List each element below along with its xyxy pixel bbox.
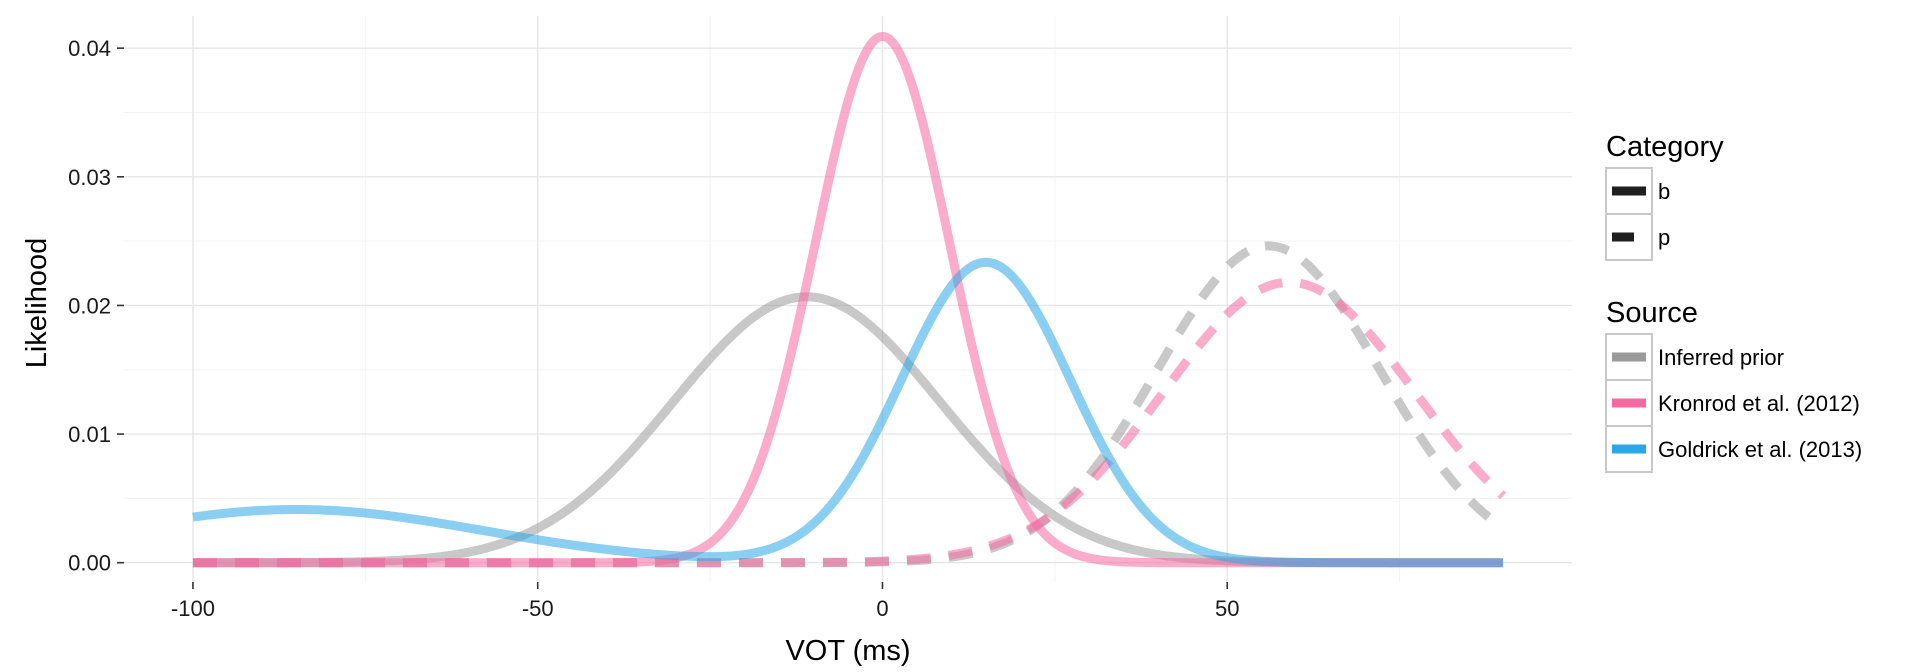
legend-label-goldrick: Goldrick et al. (2013) — [1658, 437, 1862, 462]
legend-label-kronrod: Kronrod et al. (2012) — [1658, 391, 1860, 416]
legend: Category b p Source Inferred prior Kronr — [1605, 131, 1862, 473]
y-axis: 0.00 0.01 0.02 0.03 0.04 — [68, 36, 124, 576]
legend-label-inferred-prior: Inferred prior — [1658, 345, 1784, 370]
legend-label-p: p — [1658, 225, 1670, 250]
series-line-kronrod-et-al-2012-p — [191, 277, 1507, 568]
legend-item-b: b — [1605, 167, 1670, 215]
x-tick-label: -100 — [171, 596, 215, 621]
y-tick-label: 0.00 — [68, 551, 111, 576]
x-tick-label: 0 — [876, 596, 888, 621]
legend-item-inferred-prior: Inferred prior — [1605, 333, 1784, 381]
legend-source-title: Source — [1606, 297, 1698, 329]
legend-category-title: Category — [1606, 131, 1724, 163]
legend-item-goldrick: Goldrick et al. (2013) — [1605, 425, 1862, 473]
y-tick-label: 0.02 — [68, 293, 111, 318]
x-tick-label: 50 — [1215, 596, 1239, 621]
legend-item-p: p — [1605, 213, 1670, 261]
x-axis-title: VOT (ms) — [785, 635, 910, 667]
y-axis-title: Likelihood — [21, 238, 53, 369]
series-line-goldrick-et-al-2013-b — [191, 257, 1505, 568]
y-tick-label: 0.04 — [68, 36, 111, 61]
x-tick-label: -50 — [522, 596, 554, 621]
legend-label-b: b — [1658, 179, 1670, 204]
y-tick-label: 0.03 — [68, 165, 111, 190]
y-tick-label: 0.01 — [68, 422, 111, 447]
x-axis: -100 -50 0 50 — [171, 582, 1239, 621]
legend-item-kronrod: Kronrod et al. (2012) — [1605, 379, 1860, 427]
grid-minor — [124, 16, 1572, 582]
series-layer — [191, 31, 1507, 568]
